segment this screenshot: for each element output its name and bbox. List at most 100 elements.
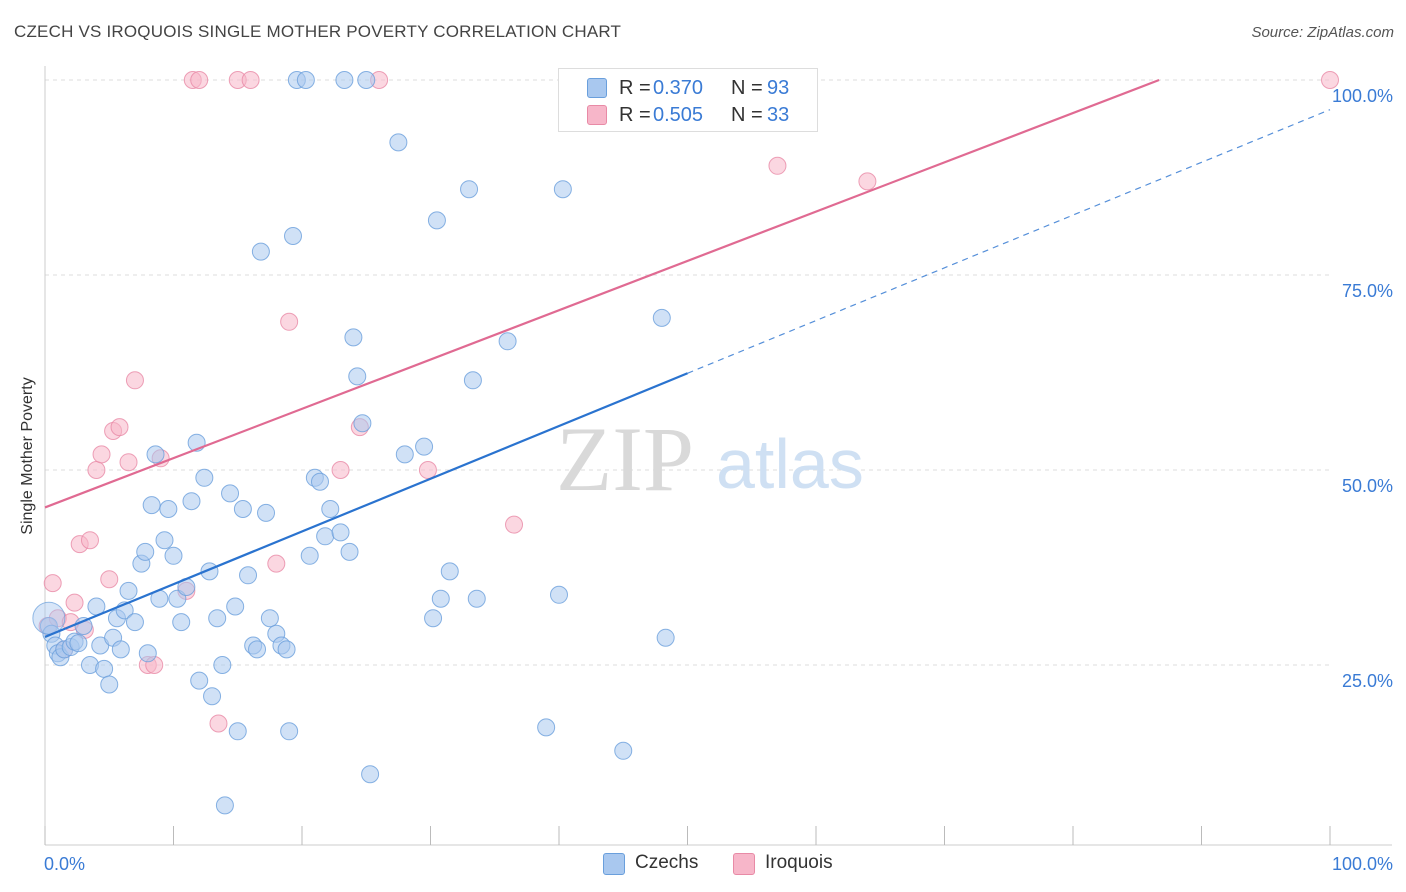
- legend-label: Iroquois: [765, 852, 833, 873]
- tick-labels: 25.0% 50.0% 75.0% 100.0% 0.0% 100.0%: [44, 86, 1393, 874]
- iroquois-point: [280, 312, 299, 331]
- czechs-point: [195, 468, 214, 487]
- czechs-point: [111, 640, 130, 659]
- source-attribution: Source: ZipAtlas.com: [1251, 24, 1394, 41]
- iroquois-point: [858, 172, 877, 191]
- czechs-point: [125, 613, 144, 632]
- czechs-point: [182, 492, 201, 511]
- y-tick-label: 75.0%: [1342, 281, 1393, 301]
- iroquois-point: [119, 453, 138, 472]
- czechs-point: [251, 242, 270, 261]
- czechs-point: [138, 644, 157, 663]
- czechs-point: [395, 445, 414, 464]
- czechs-point: [467, 589, 486, 608]
- iroquois-point: [505, 515, 524, 534]
- iroquois-point: [768, 156, 787, 175]
- iroquois-point: [1321, 71, 1339, 89]
- czechs-point: [460, 180, 479, 199]
- czechs-point: [146, 445, 165, 464]
- czechs-cluster-point: [32, 601, 66, 635]
- czechs-point: [215, 796, 234, 815]
- czechs-point: [280, 722, 299, 741]
- czechs-point: [203, 687, 222, 706]
- iroquois-point: [190, 71, 209, 89]
- czechs-point: [164, 546, 183, 565]
- r-value: 0.370: [653, 77, 704, 99]
- czechs-point: [353, 414, 372, 433]
- czechs-point: [213, 656, 232, 674]
- iroquois-point: [80, 531, 99, 550]
- iroquois-point: [267, 554, 286, 573]
- legend-row-czechs: R = 0.370 N = 93: [559, 75, 817, 101]
- n-value: 33: [767, 104, 790, 126]
- r-value: 0.505: [653, 104, 704, 126]
- y-tick-label: 50.0%: [1342, 476, 1393, 496]
- iroquois-swatch: [733, 853, 755, 875]
- czechs-point: [427, 211, 446, 230]
- chart-title: CZECH VS IROQUOIS SINGLE MOTHER POVERTY …: [14, 22, 622, 41]
- watermark: ZIP atlas: [556, 408, 864, 510]
- x-tick-label: 0.0%: [44, 854, 85, 874]
- czechs-point: [277, 640, 296, 659]
- czechs-point: [69, 634, 88, 653]
- czechs-point: [652, 308, 671, 327]
- czechs-swatch: [587, 78, 607, 98]
- czechs-point: [424, 609, 443, 628]
- czechs-point: [228, 722, 247, 741]
- czechs-point: [344, 328, 363, 347]
- czechs-point: [340, 542, 359, 561]
- iroquois-point: [125, 371, 144, 390]
- czechs-point: [155, 531, 174, 550]
- iroquois-point: [241, 71, 260, 89]
- czechs-point: [208, 609, 227, 628]
- n-value: 93: [767, 77, 790, 99]
- iroquois-trend-line: [44, 78, 1160, 509]
- iroquois-point: [110, 418, 129, 437]
- watermark-atlas: atlas: [716, 425, 864, 503]
- legend-row-iroquois: R = 0.505 N = 33: [559, 102, 817, 128]
- iroquois-point: [209, 714, 228, 733]
- czechs-point: [550, 585, 568, 604]
- czechs-point: [348, 367, 367, 386]
- czechs-point: [190, 671, 209, 690]
- czechs-swatch: [603, 853, 625, 875]
- czechs-point: [239, 566, 258, 585]
- czechs-point: [537, 718, 556, 737]
- czechs-point: [136, 542, 155, 561]
- y-tick-label: 25.0%: [1342, 671, 1393, 691]
- iroquois-point: [87, 461, 106, 479]
- czechs-point: [221, 484, 240, 503]
- czechs-point: [498, 332, 517, 351]
- czechs-point: [361, 765, 380, 784]
- data-points: [32, 71, 1339, 815]
- iroquois-swatch: [587, 105, 607, 125]
- trend-lines: [44, 78, 1331, 638]
- r-label: R =: [619, 77, 651, 99]
- iroquois-point: [100, 570, 119, 589]
- r-label: R =: [619, 104, 651, 126]
- y-axis-label: Single Mother Poverty: [19, 377, 36, 535]
- czechs-point: [296, 71, 315, 89]
- iroquois-point: [43, 574, 62, 593]
- czechs-point: [248, 640, 267, 659]
- czechs-point: [233, 500, 252, 518]
- czechs-point: [226, 597, 245, 616]
- czechs-point: [284, 227, 303, 245]
- czechs-point: [335, 71, 354, 89]
- czechs-point: [463, 371, 482, 390]
- axes: [44, 66, 1392, 846]
- iroquois-point: [65, 593, 84, 612]
- czechs-point: [172, 613, 191, 632]
- legend-label: Czechs: [635, 852, 699, 873]
- y-tick-label: 100.0%: [1332, 86, 1393, 106]
- iroquois-point: [92, 445, 111, 464]
- watermark-zip: ZIP: [556, 408, 694, 510]
- czechs-point: [389, 133, 408, 152]
- czechs-point: [656, 628, 675, 647]
- czechs-point: [100, 675, 119, 694]
- czechs-point: [321, 500, 340, 518]
- stats-legend: R = 0.370 N = 93 R = 0.505 N = 33: [558, 68, 818, 132]
- czechs-point: [257, 503, 276, 522]
- czechs-point: [260, 609, 279, 628]
